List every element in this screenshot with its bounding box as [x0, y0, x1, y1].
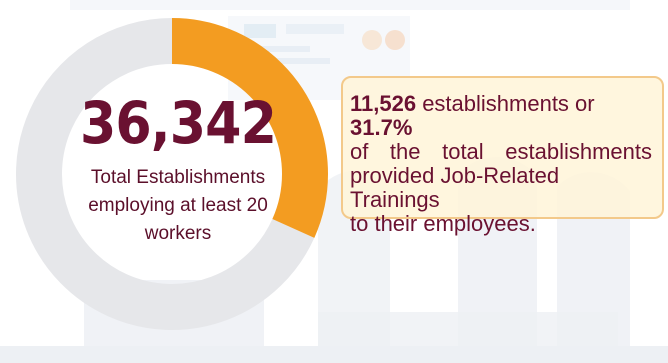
training-callout: 11,526 establishments or 31.7% of the to…: [341, 76, 664, 236]
training-percentage-value: 31.7%: [350, 115, 413, 140]
callout-line-1: 11,526 establishments or 31.7%: [350, 92, 652, 140]
callout-text-1: establishments or: [416, 91, 595, 116]
total-establishments-value: 36,342: [79, 89, 277, 157]
bottom-strip: [0, 346, 668, 363]
donut-center-label: 36,342 Total Establishments employing at…: [62, 92, 294, 248]
donut-slice-training: [16, 18, 328, 330]
callout-line-4: to their employees.: [350, 211, 536, 236]
training-establishments-value: 11,526: [350, 91, 417, 116]
total-establishments-label: Total Establishments employing at least …: [88, 167, 268, 244]
callout-line-2: of the total establishments: [350, 139, 652, 164]
callout-line-3: provided Job-Related Trainings: [350, 163, 560, 212]
